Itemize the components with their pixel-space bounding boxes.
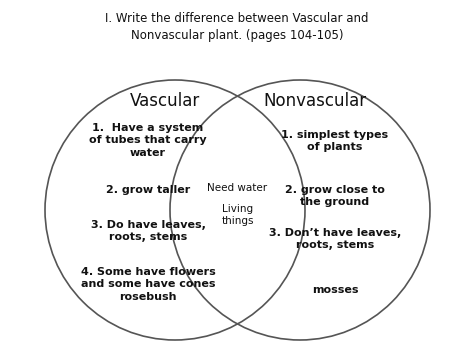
Text: 2. grow close to
the ground: 2. grow close to the ground xyxy=(285,185,385,207)
Text: 3. Do have leaves,
roots, stems: 3. Do have leaves, roots, stems xyxy=(91,220,205,242)
Text: 3. Don’t have leaves,
roots, stems: 3. Don’t have leaves, roots, stems xyxy=(269,228,401,250)
Text: Living
things: Living things xyxy=(221,204,254,226)
Text: mosses: mosses xyxy=(312,285,358,295)
Text: Need water: Need water xyxy=(208,183,267,193)
Text: 1. simplest types
of plants: 1. simplest types of plants xyxy=(282,130,389,152)
Text: I. Write the difference between Vascular and
Nonvascular plant. (pages 104-105): I. Write the difference between Vascular… xyxy=(105,12,369,42)
Text: Vascular: Vascular xyxy=(130,92,200,110)
Text: 4. Some have flowers
and some have cones
rosebush: 4. Some have flowers and some have cones… xyxy=(81,267,215,302)
Text: 2. grow taller: 2. grow taller xyxy=(106,185,190,195)
Text: Nonvascular: Nonvascular xyxy=(264,92,366,110)
Text: 1.  Have a system
of tubes that carry
water: 1. Have a system of tubes that carry wat… xyxy=(89,123,207,158)
